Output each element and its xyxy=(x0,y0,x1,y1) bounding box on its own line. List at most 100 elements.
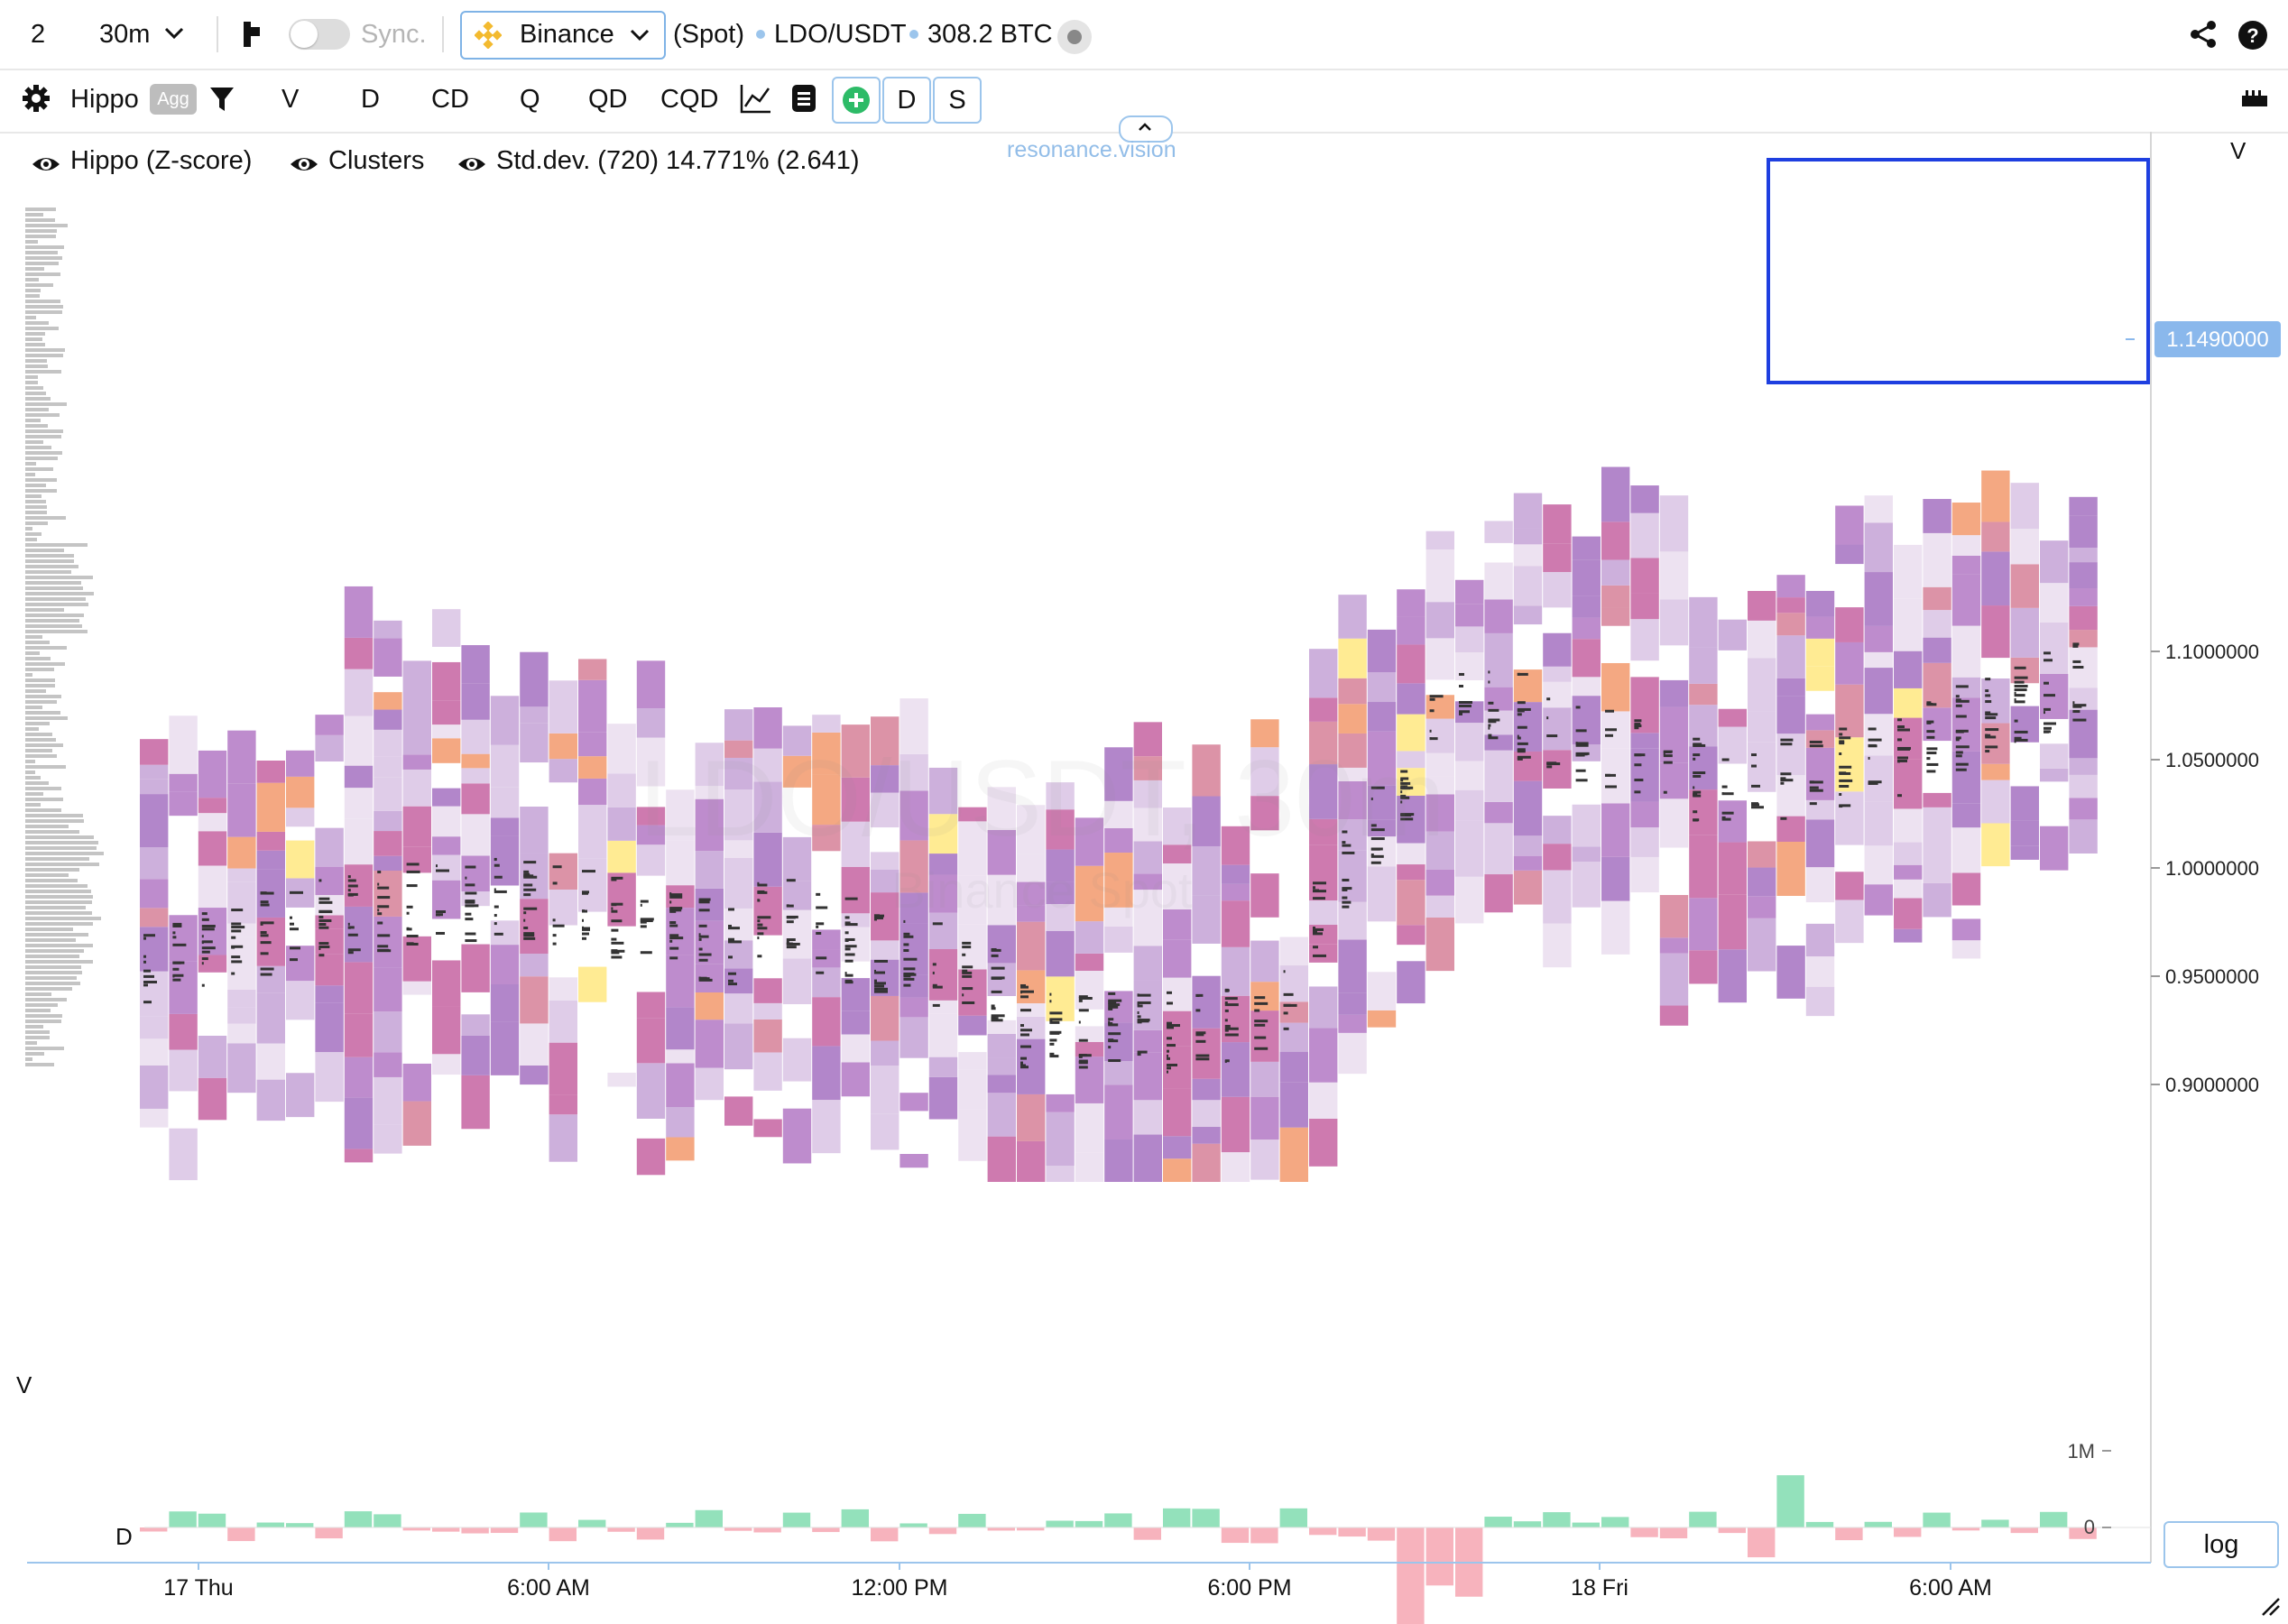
cluster-mark xyxy=(844,938,849,942)
profile-bar xyxy=(25,738,56,742)
heatmap-cell xyxy=(1951,918,1981,941)
heatmap-cell xyxy=(1104,1140,1133,1182)
d-button[interactable]: D xyxy=(882,77,931,124)
s-button[interactable]: S xyxy=(933,77,982,124)
mode-qd[interactable]: QD xyxy=(588,85,628,114)
chevron-down-icon[interactable] xyxy=(164,27,184,40)
heatmap-cell xyxy=(1338,780,1367,820)
cluster-mark xyxy=(523,888,537,891)
heatmap-cell xyxy=(140,1016,169,1039)
heatmap-cell xyxy=(461,944,490,992)
exchange-select[interactable]: Binance xyxy=(460,11,666,60)
eye-icon[interactable] xyxy=(289,153,319,175)
profile-bar xyxy=(25,348,65,352)
cluster-mark xyxy=(465,932,476,936)
cluster-mark xyxy=(903,977,915,981)
filter-icon[interactable] xyxy=(209,86,235,113)
heatmap-cell xyxy=(227,836,256,869)
heatmap-cell xyxy=(1484,801,1513,824)
cluster-mark xyxy=(991,954,999,957)
heatmap-cell xyxy=(1279,1127,1308,1182)
heatmap-cell xyxy=(1864,801,1893,846)
share-icon[interactable] xyxy=(2189,20,2218,49)
heatmap-cell xyxy=(724,993,753,1024)
heatmap-cell xyxy=(2069,562,2098,589)
heatmap-cell xyxy=(841,821,870,867)
cluster-mark xyxy=(172,978,181,982)
heatmap-chart[interactable]: LDO/USDT, 30m Binance Spot V 1.10000001.… xyxy=(0,132,2288,1624)
heatmap-cell xyxy=(1075,1103,1104,1153)
cluster-mark xyxy=(201,918,209,921)
heatmap-cell xyxy=(1718,949,1747,1003)
cluster-mark xyxy=(494,875,503,879)
cluster-mark xyxy=(1224,1009,1229,1012)
mode-q[interactable]: Q xyxy=(520,85,540,114)
cluster-mark xyxy=(201,962,204,965)
line-chart-icon[interactable] xyxy=(740,83,772,114)
heatmap-cell xyxy=(666,789,695,841)
heatmap-cell xyxy=(1864,714,1893,756)
add-indicator-button[interactable] xyxy=(832,77,881,124)
indicator-name[interactable]: Hippo xyxy=(70,85,139,114)
mode-cd[interactable]: CD xyxy=(431,85,469,114)
heatmap-cell xyxy=(402,769,431,807)
candle-type-icon[interactable] xyxy=(242,20,262,49)
eye-icon[interactable] xyxy=(31,153,61,175)
volume-bar-buy xyxy=(900,1523,927,1527)
heatmap-cell xyxy=(871,852,900,870)
heatmap-cell xyxy=(1835,737,1864,792)
cluster-mark xyxy=(1517,748,1521,752)
heatmap-cell xyxy=(1689,898,1718,951)
profile-bar xyxy=(25,283,53,287)
mode-v[interactable]: V xyxy=(281,85,300,114)
layout-count[interactable]: 2 xyxy=(31,20,46,49)
help-icon[interactable]: ? xyxy=(2237,20,2268,51)
mode-cqd[interactable]: CQD xyxy=(660,85,719,114)
sync-toggle[interactable] xyxy=(289,19,350,50)
price-tick-label: 1.0500000 xyxy=(2165,749,2259,771)
heatmap-cell xyxy=(1309,721,1338,765)
collapse-toolbar-button[interactable] xyxy=(1119,115,1173,143)
heatmap-cell xyxy=(432,788,461,807)
selection-rectangle[interactable] xyxy=(1767,158,2150,384)
profile-bar xyxy=(25,890,91,893)
heatmap-cell xyxy=(256,761,285,783)
heatmap-cell xyxy=(2069,758,2098,775)
notes-icon[interactable] xyxy=(790,83,817,114)
cluster-mark xyxy=(874,984,884,988)
profile-bar xyxy=(25,429,63,433)
cluster-mark xyxy=(260,973,272,976)
heatmap-cell xyxy=(2010,483,2039,530)
profile-bar xyxy=(25,1014,62,1018)
cluster-mark xyxy=(669,909,682,912)
cluster-mark xyxy=(1955,762,1969,766)
heatmap-cell xyxy=(900,698,928,754)
cluster-mark xyxy=(1313,927,1324,931)
heatmap-cell xyxy=(1425,752,1454,777)
profile-bar xyxy=(25,381,38,384)
cluster-mark xyxy=(903,973,917,976)
profile-bar xyxy=(25,440,43,444)
interval-select[interactable]: 30m xyxy=(99,20,151,49)
log-scale-button[interactable]: log xyxy=(2163,1521,2279,1568)
resize-handle-icon[interactable] xyxy=(2259,1595,2281,1617)
cluster-mark xyxy=(816,956,827,960)
heatmap-cell xyxy=(1805,799,1835,820)
cluster-mark xyxy=(1167,1049,1169,1053)
agg-badge[interactable]: Agg xyxy=(150,84,197,115)
cluster-mark xyxy=(1342,896,1348,900)
heatmap-cell xyxy=(1338,939,1367,993)
ruler-icon[interactable] xyxy=(2241,88,2268,108)
heatmap-cell xyxy=(1659,937,1689,954)
mode-d[interactable]: D xyxy=(361,85,380,114)
eye-icon[interactable] xyxy=(457,153,487,175)
pair-name[interactable]: LDO/USDT xyxy=(774,20,907,49)
indicator-toolbar: Hippo Agg V D CD Q QD CQD D S xyxy=(0,69,2288,134)
heatmap-cell xyxy=(724,740,753,758)
cluster-mark xyxy=(201,940,213,944)
heatmap-cell xyxy=(636,807,666,826)
cluster-mark xyxy=(1370,824,1377,827)
cluster-mark xyxy=(1167,1026,1174,1029)
gear-icon[interactable] xyxy=(22,84,51,113)
time-ticks: 17 Thu 6:00 AM 12:00 PM 6:00 PM 18 Fri 6:00 A… xyxy=(163,1563,1992,1601)
